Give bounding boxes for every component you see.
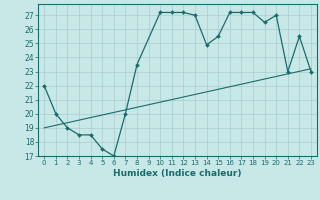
- X-axis label: Humidex (Indice chaleur): Humidex (Indice chaleur): [113, 169, 242, 178]
